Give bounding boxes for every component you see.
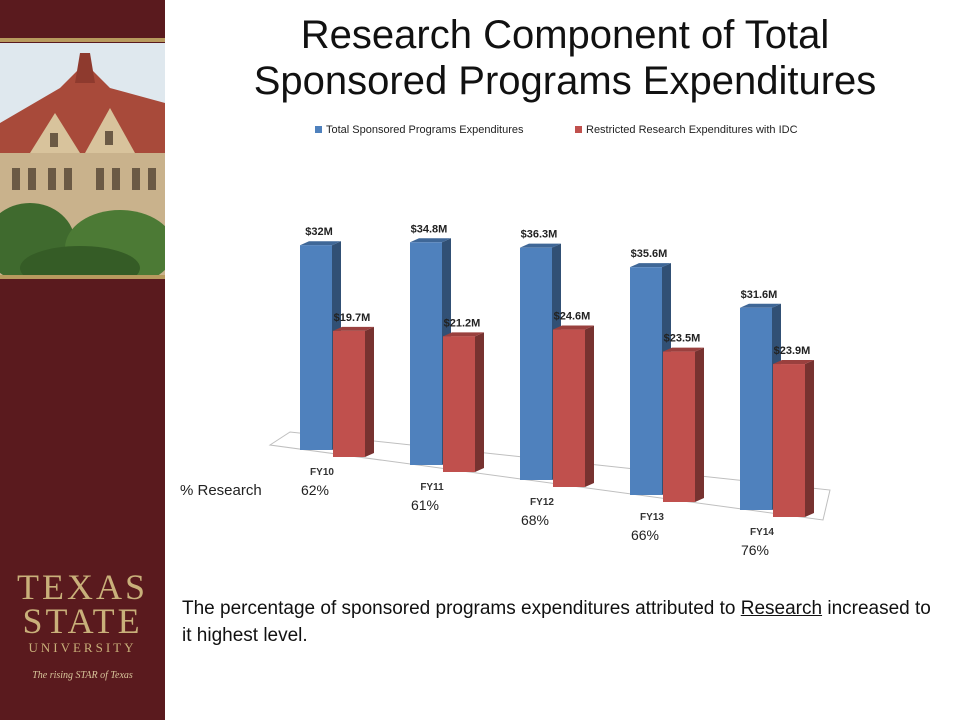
legend-label-2: Restricted Research Expenditures with ID… — [586, 124, 798, 136]
bar-side-FY11-s2 — [475, 332, 484, 472]
bar-top-FY13-s1 — [630, 263, 671, 268]
data-label-FY12-s2: $24.6M — [554, 311, 591, 323]
bar-top-FY14-s1 — [740, 303, 781, 308]
x-tick-FY10: FY10 — [310, 467, 334, 478]
title-line-2: Sponsored Programs Expenditures — [253, 59, 877, 103]
percent-research-FY12: 68% — [521, 512, 549, 528]
campus-building-photo — [0, 43, 165, 275]
bar-top-FY14-s2 — [773, 360, 814, 365]
bar-top-FY12-s2 — [553, 325, 594, 330]
bar-FY10-s1 — [300, 245, 332, 450]
footer-research-word: Research — [740, 598, 823, 619]
bar-FY10-s2 — [333, 330, 365, 457]
bar-FY13-s1 — [630, 267, 662, 495]
x-tick-FY14: FY14 — [750, 527, 774, 538]
percent-research-label: % Research — [180, 482, 262, 499]
x-tick-FY11: FY11 — [420, 482, 444, 493]
x-tick-FY13: FY13 — [640, 512, 664, 523]
data-label-FY12-s1: $36.3M — [521, 229, 558, 241]
bar-side-FY14-s2 — [805, 360, 814, 517]
legend-label-1: Total Sponsored Programs Expenditures — [326, 124, 524, 136]
logo-line-university: UNIVERSITY — [28, 640, 137, 655]
percent-research-FY11: 61% — [411, 497, 439, 513]
bar-top-FY13-s2 — [663, 347, 704, 352]
slide-title: Research Component of Total Sponsored Pr… — [180, 12, 950, 104]
bar-top-FY11-s1 — [410, 238, 451, 243]
title-line-1: Research Component of Total — [300, 13, 830, 57]
bar-side-FY13-s2 — [695, 347, 704, 502]
sidebar-bottom-stripe — [0, 275, 165, 279]
bar-top-FY10-s2 — [333, 326, 374, 331]
data-label-FY11-s2: $21.2M — [444, 317, 481, 329]
bar-top-FY11-s2 — [443, 332, 484, 337]
bar-side-FY10-s2 — [365, 326, 374, 457]
bar-FY13-s2 — [663, 351, 695, 502]
footer-text-pre: The percentage of sponsored programs exp… — [182, 598, 741, 619]
footer-text-post: increased to it highest level. — [182, 598, 931, 646]
data-label-FY11-s1: $34.8M — [411, 223, 448, 235]
percent-research-FY10: 62% — [301, 482, 329, 498]
data-label-FY10-s2: $19.7M — [334, 312, 371, 324]
bar-chart: Total Sponsored Programs Expenditures Res… — [180, 124, 831, 558]
bar-FY14-s1 — [740, 307, 772, 510]
bar-side-FY12-s2 — [585, 325, 594, 487]
bar-FY11-s1 — [410, 242, 442, 465]
bar-top-FY12-s1 — [520, 243, 561, 248]
data-label-FY10-s1: $32M — [305, 226, 333, 238]
bar-FY14-s2 — [773, 364, 805, 517]
bar-FY12-s2 — [553, 329, 585, 487]
footer-text: The percentage of sponsored programs exp… — [182, 595, 942, 649]
logo-tagline: The rising STAR of Texas — [32, 670, 133, 681]
bar-top-FY10-s1 — [300, 241, 341, 246]
bar-FY11-s2 — [443, 336, 475, 472]
logo-line-state: STATE — [22, 601, 143, 641]
university-logo: TEXAS STATE UNIVERSITY The rising STAR o… — [0, 567, 165, 681]
data-label-FY13-s2: $23.5M — [664, 333, 701, 345]
x-tick-FY12: FY12 — [530, 497, 554, 508]
data-label-FY14-s2: $23.9M — [774, 345, 811, 357]
sidebar-top-stripe — [0, 38, 165, 42]
legend-swatch-1 — [315, 126, 322, 133]
data-label-FY13-s1: $35.6M — [631, 248, 668, 260]
sidebar: TEXAS STATE UNIVERSITY The rising STAR o… — [0, 0, 165, 720]
logo-line-texas: TEXAS — [17, 567, 148, 607]
percent-research-FY14: 76% — [741, 542, 769, 558]
percent-research-FY13: 66% — [631, 527, 659, 543]
data-label-FY14-s1: $31.6M — [741, 289, 778, 301]
legend-swatch-2 — [575, 126, 582, 133]
bar-FY12-s1 — [520, 247, 552, 480]
